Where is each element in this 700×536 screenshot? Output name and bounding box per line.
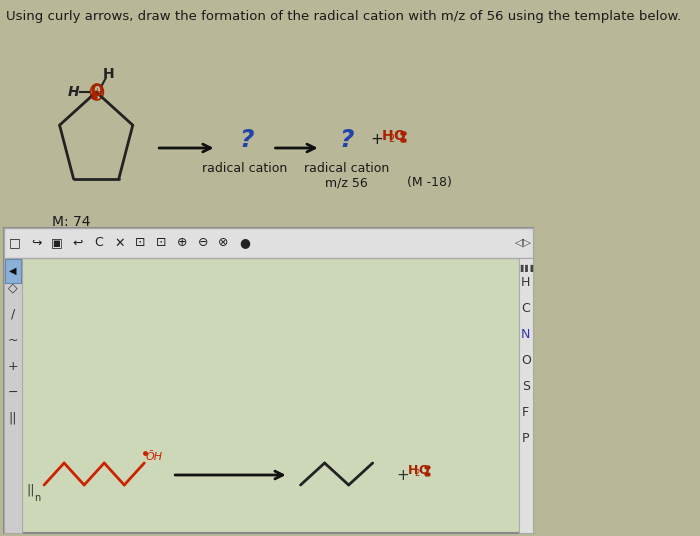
Text: ↩: ↩ — [73, 236, 83, 249]
FancyBboxPatch shape — [4, 258, 22, 533]
Text: ?: ? — [239, 128, 254, 152]
Text: O: O — [393, 129, 405, 143]
Text: ⊡: ⊡ — [135, 236, 146, 249]
Text: ●: ● — [239, 236, 250, 249]
Text: 2: 2 — [414, 470, 419, 479]
Text: C: C — [522, 302, 530, 316]
Text: ⊡: ⊡ — [156, 236, 167, 249]
FancyBboxPatch shape — [519, 258, 533, 533]
Text: ◁▷: ◁▷ — [515, 238, 532, 248]
Text: +: + — [370, 132, 383, 147]
Text: H: H — [103, 67, 115, 81]
Text: ⊕: ⊕ — [176, 236, 187, 249]
Text: H: H — [382, 129, 393, 143]
Text: ⊖: ⊖ — [197, 236, 208, 249]
Text: m/z 56: m/z 56 — [325, 176, 368, 189]
Text: +: + — [8, 360, 18, 373]
Text: 2: 2 — [389, 134, 395, 144]
Text: ||: || — [8, 412, 17, 425]
Text: ✕: ✕ — [114, 236, 125, 249]
Text: ◇: ◇ — [8, 281, 18, 294]
Text: −: − — [8, 385, 18, 398]
Text: radical cation: radical cation — [202, 162, 287, 175]
Text: +: + — [397, 467, 410, 482]
Text: O: O — [521, 354, 531, 368]
Text: ŌH: ŌH — [146, 452, 163, 462]
Text: ~: ~ — [8, 333, 18, 346]
Text: M: 74: M: 74 — [52, 215, 90, 229]
Text: □: □ — [9, 236, 21, 249]
Text: ↪: ↪ — [31, 236, 41, 249]
Text: (M -18): (M -18) — [407, 176, 452, 189]
Text: H: H — [408, 465, 419, 478]
Text: ▐▐▐: ▐▐▐ — [518, 264, 534, 272]
Text: N: N — [521, 329, 531, 341]
Text: ||: || — [26, 483, 35, 496]
Text: /: / — [10, 308, 15, 321]
FancyBboxPatch shape — [5, 259, 21, 283]
Text: ▣: ▣ — [51, 236, 63, 249]
Text: ⊗: ⊗ — [218, 236, 229, 249]
FancyBboxPatch shape — [4, 228, 533, 258]
Text: C: C — [94, 236, 103, 249]
Text: P: P — [522, 433, 529, 445]
Text: O: O — [419, 465, 429, 478]
Text: S: S — [522, 381, 530, 393]
Text: H: H — [68, 85, 80, 99]
Text: F: F — [522, 406, 529, 420]
Text: n: n — [34, 493, 41, 503]
FancyBboxPatch shape — [4, 228, 533, 533]
Text: H: H — [521, 277, 531, 289]
Text: ◀: ◀ — [9, 266, 17, 276]
Text: Using curly arrows, draw the formation of the radical cation with m/z of 56 usin: Using curly arrows, draw the formation o… — [6, 10, 682, 23]
Text: O: O — [90, 85, 104, 100]
Text: ?: ? — [339, 128, 354, 152]
Text: radical cation: radical cation — [304, 162, 389, 175]
Text: +: + — [94, 87, 100, 96]
